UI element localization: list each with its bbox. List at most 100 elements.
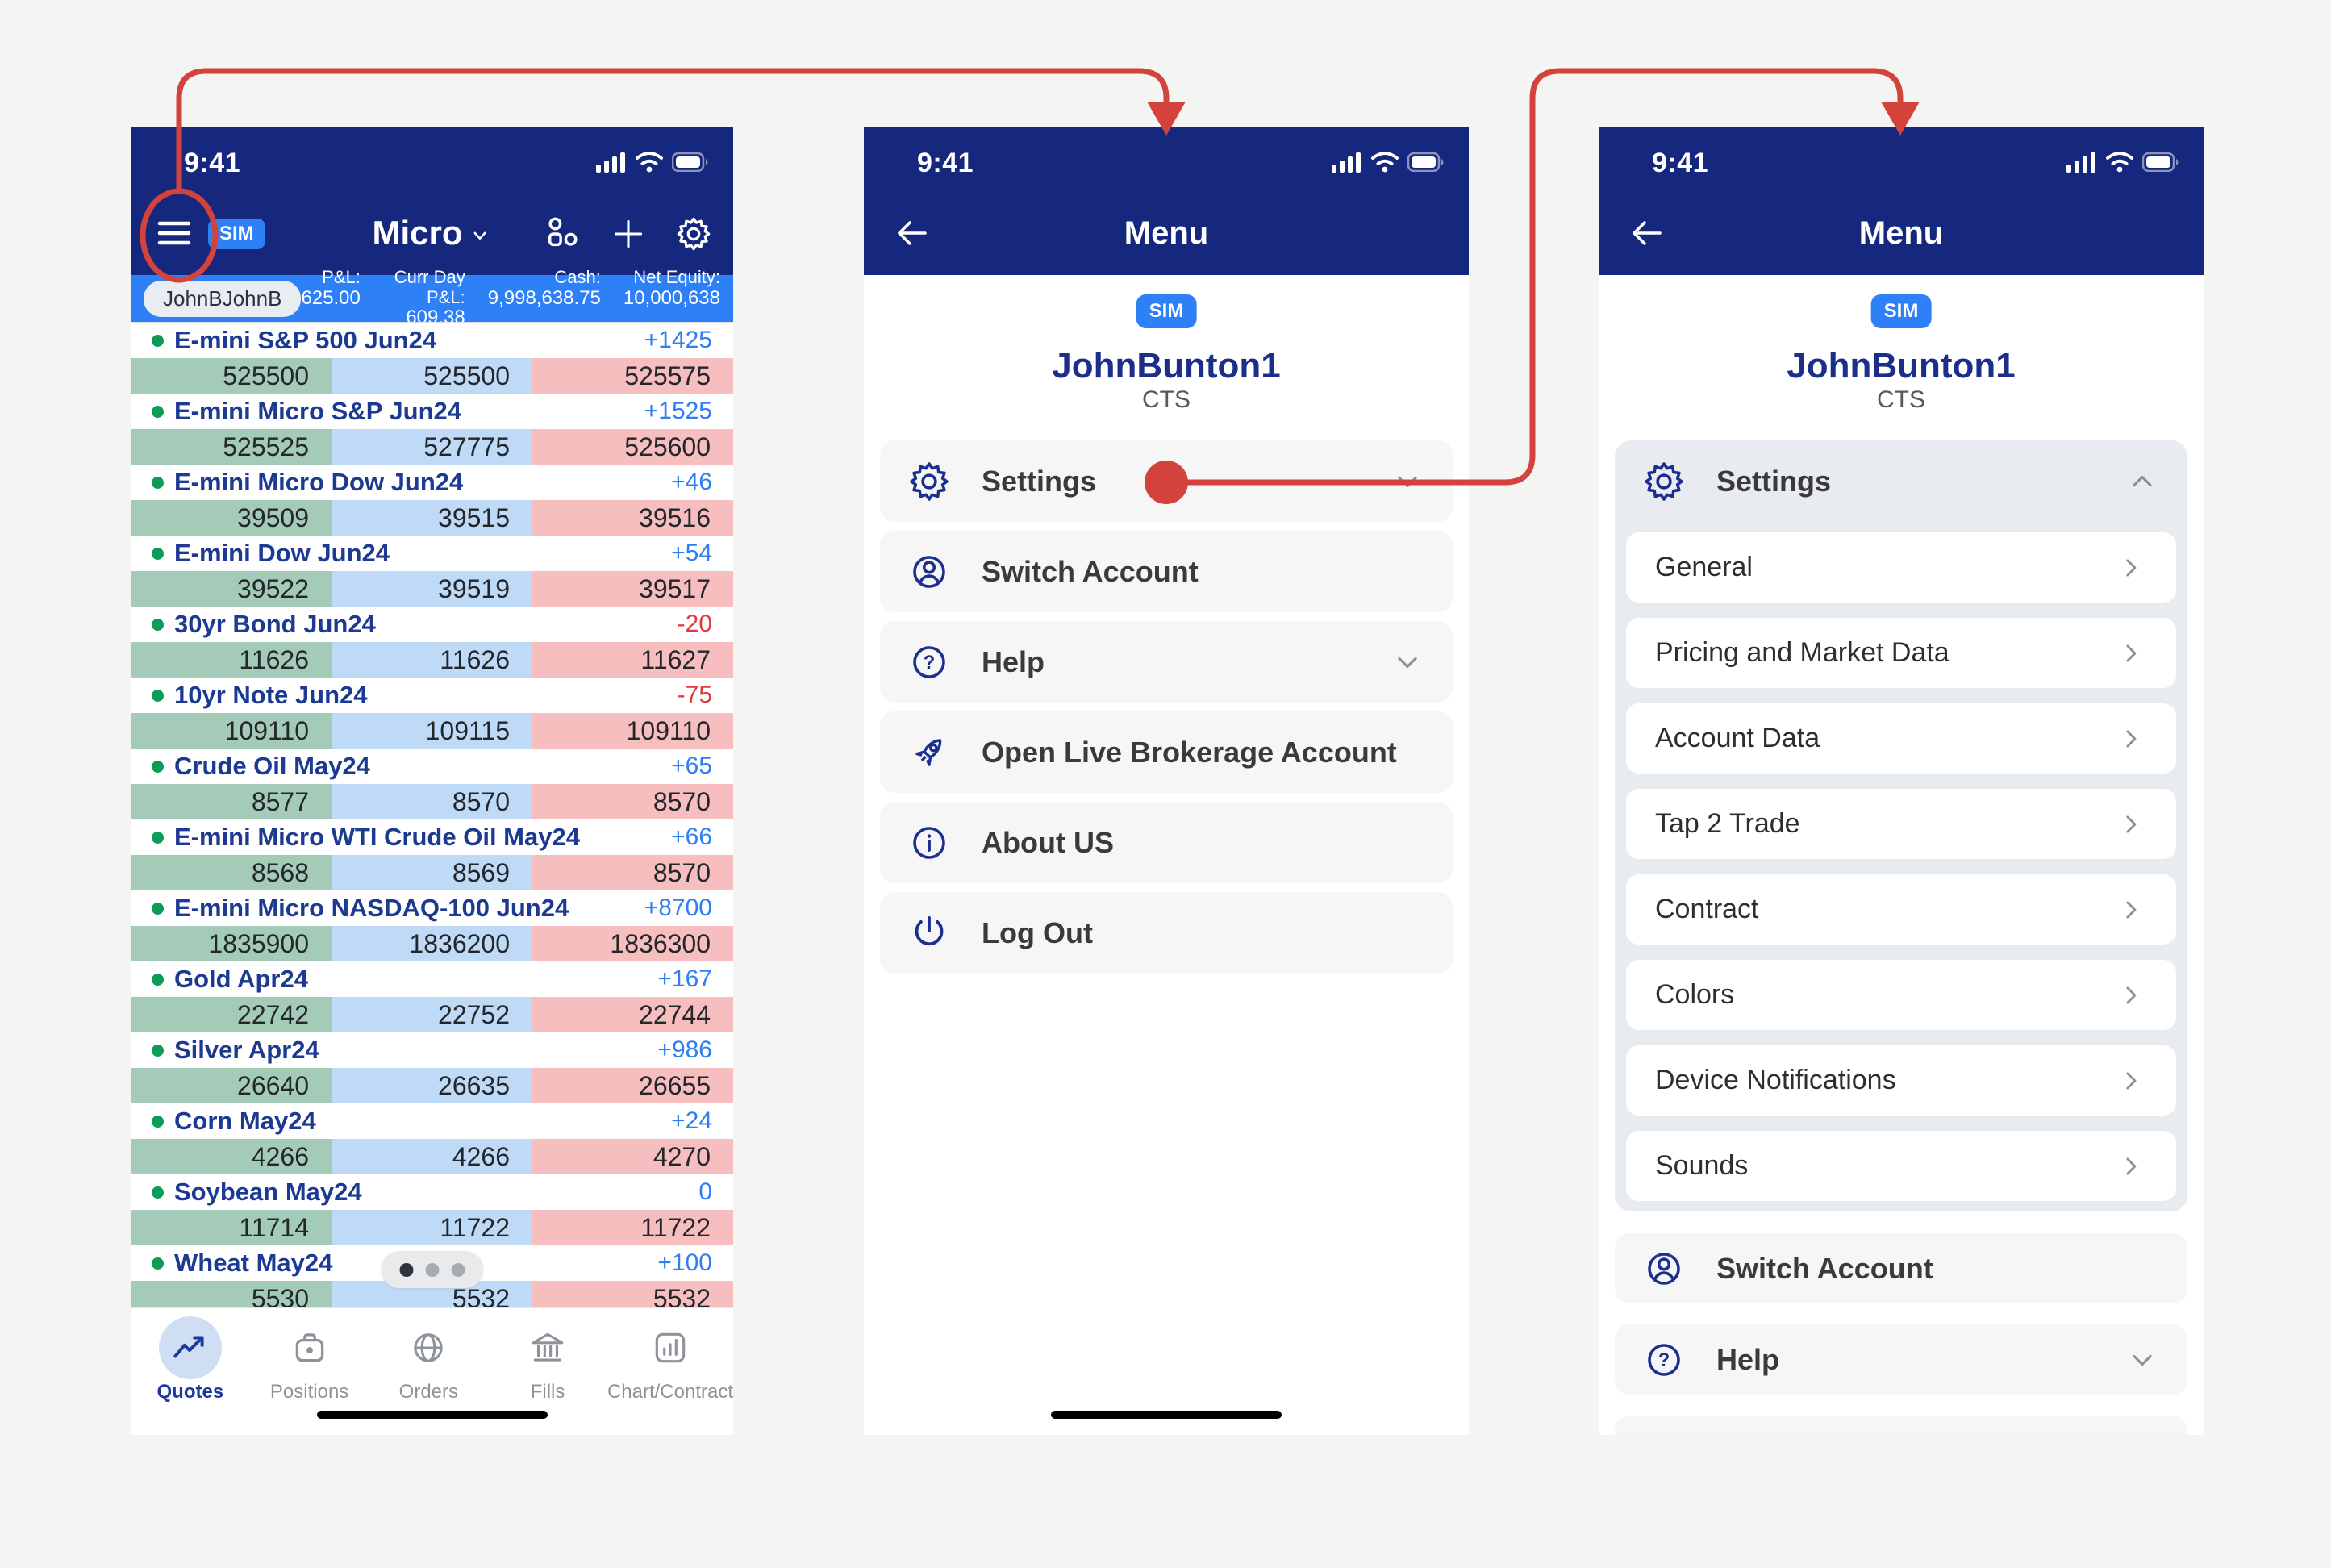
last-price-cell[interactable]: 22752 bbox=[332, 997, 532, 1032]
bid-price-cell[interactable]: 4266 bbox=[131, 1139, 332, 1174]
last-price-cell[interactable]: 8570 bbox=[332, 784, 532, 819]
ask-price-cell[interactable]: 39516 bbox=[532, 500, 733, 536]
menu-card[interactable]: Switch Account bbox=[880, 531, 1453, 612]
quote-row[interactable]: E-mini Micro NASDAQ-100 Jun24 +8700 1835… bbox=[131, 890, 733, 961]
menu-card[interactable]: ? Help bbox=[1615, 1324, 2187, 1395]
bid-price-cell[interactable]: 11626 bbox=[131, 642, 332, 678]
settings-subitem[interactable]: General bbox=[1626, 532, 2176, 603]
bid-price-cell[interactable]: 109110 bbox=[131, 713, 332, 749]
settings-subitem[interactable]: Colors bbox=[1626, 960, 2176, 1030]
ask-price-cell[interactable]: 11627 bbox=[532, 642, 733, 678]
last-price-cell[interactable]: 527775 bbox=[332, 429, 532, 465]
bid-price-cell[interactable]: 8568 bbox=[131, 855, 332, 890]
net-change-value: +167 bbox=[657, 965, 712, 992]
contract-group-dropdown[interactable]: Micro bbox=[131, 214, 733, 252]
bid-price-cell[interactable]: 39522 bbox=[131, 571, 332, 607]
home-indicator[interactable] bbox=[1051, 1411, 1282, 1419]
last-price-cell[interactable]: 4266 bbox=[332, 1139, 532, 1174]
last-price-cell[interactable]: 11626 bbox=[332, 642, 532, 678]
quote-row[interactable]: Silver Apr24 +986 26640 26635 26655 bbox=[131, 1032, 733, 1103]
last-price-cell[interactable]: 525500 bbox=[332, 358, 532, 394]
ask-price-cell[interactable]: 26655 bbox=[532, 1068, 733, 1103]
bid-price-cell[interactable]: 525500 bbox=[131, 358, 332, 394]
quote-row[interactable]: 10yr Note Jun24 -75 109110 109115 109110 bbox=[131, 678, 733, 749]
quote-row[interactable]: E-mini Micro Dow Jun24 +46 39509 39515 3… bbox=[131, 465, 733, 536]
quote-row[interactable]: Soybean May24 0 11714 11722 11722 bbox=[131, 1174, 733, 1245]
ask-price-cell[interactable]: 5532 bbox=[532, 1281, 733, 1308]
ask-price-cell[interactable]: 8570 bbox=[532, 855, 733, 890]
menu-card[interactable]: ? Help bbox=[880, 621, 1453, 703]
bid-price-cell[interactable]: 22742 bbox=[131, 997, 332, 1032]
quote-row[interactable]: E-mini S&P 500 Jun24 +1425 525500 525500… bbox=[131, 323, 733, 394]
menu-card[interactable]: Log Out bbox=[880, 892, 1453, 974]
tab-item[interactable]: Chart/Contract bbox=[607, 1308, 733, 1403]
settings-subitem[interactable]: Pricing and Market Data bbox=[1626, 618, 2176, 688]
market-open-dot bbox=[152, 1044, 164, 1057]
page-indicator[interactable] bbox=[381, 1251, 483, 1288]
bid-price-cell[interactable]: 5530 bbox=[131, 1281, 332, 1308]
last-price-cell[interactable]: 26635 bbox=[332, 1068, 532, 1103]
bid-price-cell[interactable]: 1835900 bbox=[131, 926, 332, 961]
add-icon[interactable] bbox=[611, 216, 646, 252]
ask-price-cell[interactable]: 525575 bbox=[532, 358, 733, 394]
settings-group-label: Settings bbox=[1716, 465, 1832, 498]
chevron-right-icon bbox=[2126, 558, 2137, 577]
settings-subitem[interactable]: Tap 2 Trade bbox=[1626, 789, 2176, 859]
last-price-cell[interactable]: 109115 bbox=[332, 713, 532, 749]
ask-price-cell[interactable]: 109110 bbox=[532, 713, 733, 749]
tab-item[interactable]: Fills bbox=[488, 1308, 607, 1403]
back-button[interactable] bbox=[891, 214, 933, 256]
quote-row[interactable]: E-mini Micro WTI Crude Oil May24 +66 856… bbox=[131, 819, 733, 890]
last-price-cell[interactable]: 5532 bbox=[332, 1281, 532, 1308]
account-summary-bar: JohnBJohnB P&L: 625.00 Curr Day P&L: 609.3… bbox=[131, 267, 733, 328]
ask-price-cell[interactable]: 525600 bbox=[532, 429, 733, 465]
gear-icon[interactable] bbox=[675, 215, 712, 252]
bid-price-cell[interactable]: 525525 bbox=[131, 429, 332, 465]
bid-price-cell[interactable]: 8577 bbox=[131, 784, 332, 819]
workspace-grid-icon[interactable] bbox=[544, 215, 582, 252]
last-price-cell[interactable]: 11722 bbox=[332, 1210, 532, 1245]
menu-card[interactable]: Settings bbox=[880, 440, 1453, 522]
tab-item[interactable]: Orders bbox=[369, 1308, 488, 1403]
last-price-cell[interactable]: 8569 bbox=[332, 855, 532, 890]
ask-price-cell[interactable]: 22744 bbox=[532, 997, 733, 1032]
ask-price-cell[interactable]: 39517 bbox=[532, 571, 733, 607]
settings-subitem[interactable]: Device Notifications bbox=[1626, 1045, 2176, 1116]
quote-row[interactable]: E-mini Micro S&P Jun24 +1525 525525 5277… bbox=[131, 394, 733, 465]
menu-card[interactable]: Switch Account bbox=[1615, 1233, 2187, 1303]
quote-row[interactable]: Corn May24 +24 4266 4266 4270 bbox=[131, 1103, 733, 1174]
net-change-value: -20 bbox=[677, 611, 712, 637]
bid-price-cell[interactable]: 11714 bbox=[131, 1210, 332, 1245]
chevron-right-icon bbox=[2126, 1157, 2137, 1175]
tab-item[interactable]: Positions bbox=[250, 1308, 369, 1403]
ask-price-cell[interactable]: 1836300 bbox=[532, 926, 733, 961]
ask-price-cell[interactable]: 4270 bbox=[532, 1139, 733, 1174]
quote-row[interactable]: Crude Oil May24 +65 8577 8570 8570 bbox=[131, 749, 733, 819]
menu-list-bottom: Switch Account ? Help bbox=[1615, 1233, 2187, 1395]
net-change-value: +46 bbox=[671, 469, 712, 495]
ask-price-cell[interactable]: 8570 bbox=[532, 784, 733, 819]
menu-card[interactable]: Open Live Brokerage Account bbox=[880, 711, 1453, 793]
last-price-cell[interactable]: 39515 bbox=[332, 500, 532, 536]
quote-row[interactable]: Gold Apr24 +167 22742 22752 22744 bbox=[131, 961, 733, 1032]
ask-price-cell[interactable]: 11722 bbox=[532, 1210, 733, 1245]
quote-row[interactable]: E-mini Dow Jun24 +54 39522 39519 39517 bbox=[131, 536, 733, 607]
battery-icon bbox=[2142, 152, 2179, 172]
net-equity-column: Net Equity: 10,000,638 bbox=[623, 266, 720, 309]
settings-group-header[interactable]: Settings bbox=[1615, 440, 2187, 523]
net-change-value: +66 bbox=[671, 824, 712, 850]
bid-price-cell[interactable]: 26640 bbox=[131, 1068, 332, 1103]
home-indicator[interactable] bbox=[316, 1411, 548, 1419]
menu-card[interactable]: About US bbox=[880, 802, 1453, 883]
tab-item[interactable]: Quotes bbox=[131, 1308, 250, 1403]
settings-subitem[interactable]: Sounds bbox=[1626, 1131, 2176, 1201]
last-price-cell[interactable]: 1836200 bbox=[332, 926, 532, 961]
settings-subitem[interactable]: Contract bbox=[1626, 874, 2176, 945]
quotes-screen: 9:41 SIM Micro bbox=[131, 127, 733, 1435]
quote-row[interactable]: 30yr Bond Jun24 -20 11626 11626 11627 bbox=[131, 607, 733, 678]
status-bar: 9:41 bbox=[864, 146, 1469, 181]
settings-subitem[interactable]: Account Data bbox=[1626, 703, 2176, 774]
last-price-cell[interactable]: 39519 bbox=[332, 571, 532, 607]
bid-price-cell[interactable]: 39509 bbox=[131, 500, 332, 536]
account-pill[interactable]: JohnBJohnB bbox=[144, 280, 302, 317]
